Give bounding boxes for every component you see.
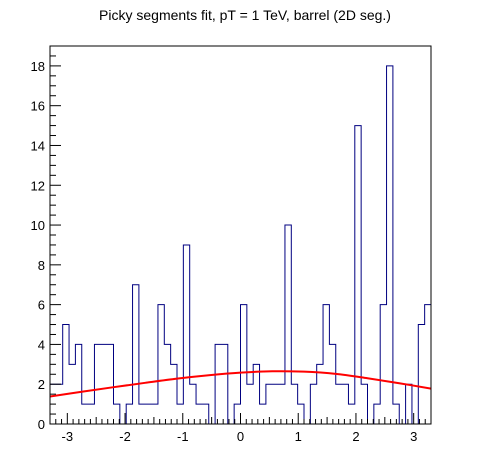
- histogram-bin: [380, 305, 386, 424]
- histogram-bin: [190, 384, 196, 424]
- x-axis: -3 -2 -1 0 1 2 3: [55, 413, 432, 444]
- histogram-bin: [133, 285, 139, 424]
- histogram-bin: [215, 344, 221, 424]
- histogram-bin: [171, 364, 177, 424]
- histogram-bin: [336, 384, 342, 424]
- histogram-bin: [279, 384, 285, 424]
- histogram-bin: [126, 404, 132, 424]
- histogram-bin: [183, 245, 189, 424]
- y-tick-label: 12: [31, 178, 45, 193]
- histogram-bin: [63, 325, 69, 424]
- histogram-bin: [272, 384, 278, 424]
- histogram-bin: [196, 404, 202, 424]
- histogram-bin: [75, 344, 81, 424]
- y-tick-label: 14: [31, 138, 45, 153]
- histogram-bin: [152, 404, 158, 424]
- x-tick-label: -2: [119, 429, 131, 444]
- x-tick-label: 3: [410, 429, 417, 444]
- y-tick-label: 4: [38, 337, 45, 352]
- histogram-bin: [285, 225, 291, 424]
- histogram-bin: [253, 364, 259, 424]
- histogram-bin: [425, 305, 431, 424]
- y-tick-label: 2: [38, 377, 45, 392]
- histogram-bin: [418, 325, 424, 424]
- x-tick-label: 2: [352, 429, 359, 444]
- histogram-bin: [101, 344, 107, 424]
- histogram-bin: [88, 404, 94, 424]
- y-axis: 0 2 4 6 8 10 12 14 16 18: [31, 45, 61, 432]
- histogram-bin: [310, 384, 316, 424]
- histogram-bin: [387, 66, 393, 424]
- x-tick-label: -3: [62, 429, 74, 444]
- x-tick-label: -1: [177, 429, 189, 444]
- histogram-bin: [291, 384, 297, 424]
- histogram-bin: [406, 384, 412, 424]
- histogram-bin: [107, 344, 113, 424]
- y-tick-label: 0: [38, 417, 45, 432]
- y-tick-label: 18: [31, 59, 45, 74]
- histogram-bin: [260, 404, 266, 424]
- y-tick-label: 8: [38, 258, 45, 273]
- y-tick-label: 16: [31, 99, 45, 114]
- fit-curve: [49, 370, 432, 398]
- histogram-outline: [49, 65, 432, 425]
- x-tick-label: 0: [237, 429, 244, 444]
- histogram-bin: [323, 305, 329, 424]
- histogram-bin: [221, 344, 227, 424]
- histogram-bin: [329, 344, 335, 424]
- histogram-bin: [247, 384, 253, 424]
- histogram-bin: [348, 404, 354, 424]
- chart-title: Picky segments fit, pT = 1 TeV, barrel (…: [99, 7, 391, 23]
- y-tick-label: 6: [38, 298, 45, 313]
- y-tick-label: 10: [31, 218, 45, 233]
- histogram-bin: [164, 344, 170, 424]
- histogram-bin: [94, 344, 100, 424]
- histogram-bin: [241, 305, 247, 424]
- histogram-bin: [355, 126, 361, 424]
- histogram-bin: [361, 384, 367, 424]
- histogram-bin: [342, 384, 348, 424]
- histogram-bin: [158, 305, 164, 424]
- x-tick-label: 1: [295, 429, 302, 444]
- histogram-bin: [56, 384, 62, 424]
